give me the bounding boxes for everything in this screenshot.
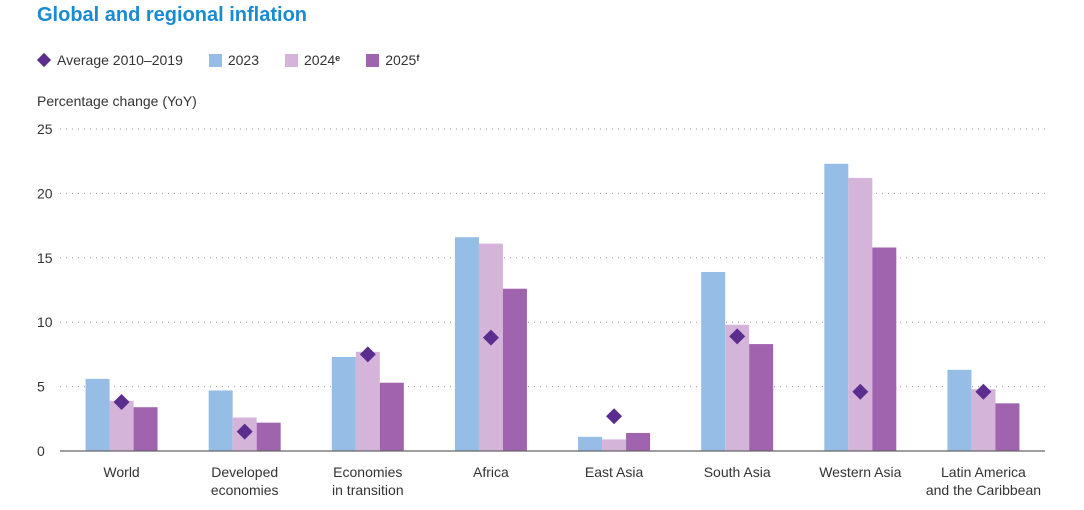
y-axis-label: Percentage change (YoY) — [37, 93, 197, 109]
legend-item-2024: 2024 e — [285, 52, 340, 68]
bar-2024e — [848, 177, 873, 451]
bar-2025f — [502, 288, 527, 451]
y-tick-label: 0 — [37, 443, 45, 459]
bar-2023 — [578, 436, 603, 451]
legend-label-2024: 2024 — [304, 52, 336, 68]
x-tick-label: Economies — [333, 464, 402, 480]
x-tick-label: Africa — [473, 464, 509, 480]
x-tick-label: World — [103, 464, 139, 480]
legend-swatch-2023 — [208, 53, 222, 67]
legend-sup-2024: e — [335, 53, 341, 63]
average-marker — [729, 328, 746, 345]
bar-2023 — [85, 378, 110, 451]
average-marker — [975, 383, 992, 400]
legend: Average 2010–2019 2023 2024 e 2025 f — [36, 52, 445, 68]
bar-2024e — [355, 351, 380, 451]
legend-label-2023: 2023 — [227, 52, 260, 68]
bar-2023 — [331, 356, 356, 451]
bar-2025f — [749, 344, 774, 451]
bar-2025f — [256, 422, 281, 451]
bar-2025f — [995, 403, 1020, 451]
average-marker — [359, 346, 376, 363]
bar-2024e — [725, 324, 750, 451]
y-tick-label: 20 — [37, 185, 53, 201]
average-marker — [606, 408, 623, 425]
y-tick-label: 15 — [37, 250, 53, 266]
x-tick-label: Latin America — [941, 464, 1026, 480]
bar-2023 — [824, 163, 849, 451]
legend-swatch-2024 — [285, 53, 299, 67]
average-marker — [482, 329, 499, 346]
bar-2023 — [454, 237, 479, 451]
bar-2025f — [626, 432, 651, 451]
legend-sup-2025: f — [416, 53, 420, 63]
bar-2025f — [379, 382, 404, 451]
x-tick-label: in transition — [332, 482, 404, 498]
bar-2024e — [478, 243, 503, 451]
x-tick-label: economies — [211, 482, 279, 498]
bar-2025f — [133, 407, 158, 451]
legend-item-2025: 2025 f — [366, 52, 419, 68]
x-tick-label: and the Caribbean — [926, 482, 1041, 498]
chart-title: Global and regional inflation — [37, 4, 308, 26]
x-tick-label: East Asia — [585, 464, 644, 480]
legend-item-2023: 2023 — [208, 52, 260, 68]
y-tick-label: 10 — [37, 314, 53, 330]
average-marker — [113, 394, 130, 411]
legend-label-2025: 2025 — [385, 52, 417, 68]
x-tick-label: South Asia — [704, 464, 771, 480]
legend-item-average: Average 2010–2019 — [36, 52, 183, 68]
y-tick-label: 5 — [37, 379, 45, 395]
legend-label-average: Average 2010–2019 — [57, 52, 183, 68]
x-tick-label: Western Asia — [819, 464, 901, 480]
legend-swatch-2025 — [366, 53, 380, 67]
bar-2023 — [701, 271, 726, 451]
x-tick-label: Developed — [211, 464, 278, 480]
y-tick-label: 25 — [37, 121, 53, 137]
average-marker — [236, 423, 253, 440]
bar-2024e — [602, 439, 627, 451]
average-marker — [852, 383, 869, 400]
bar-2025f — [872, 247, 897, 451]
bar-2023 — [947, 369, 972, 451]
bar-2023 — [208, 390, 233, 451]
